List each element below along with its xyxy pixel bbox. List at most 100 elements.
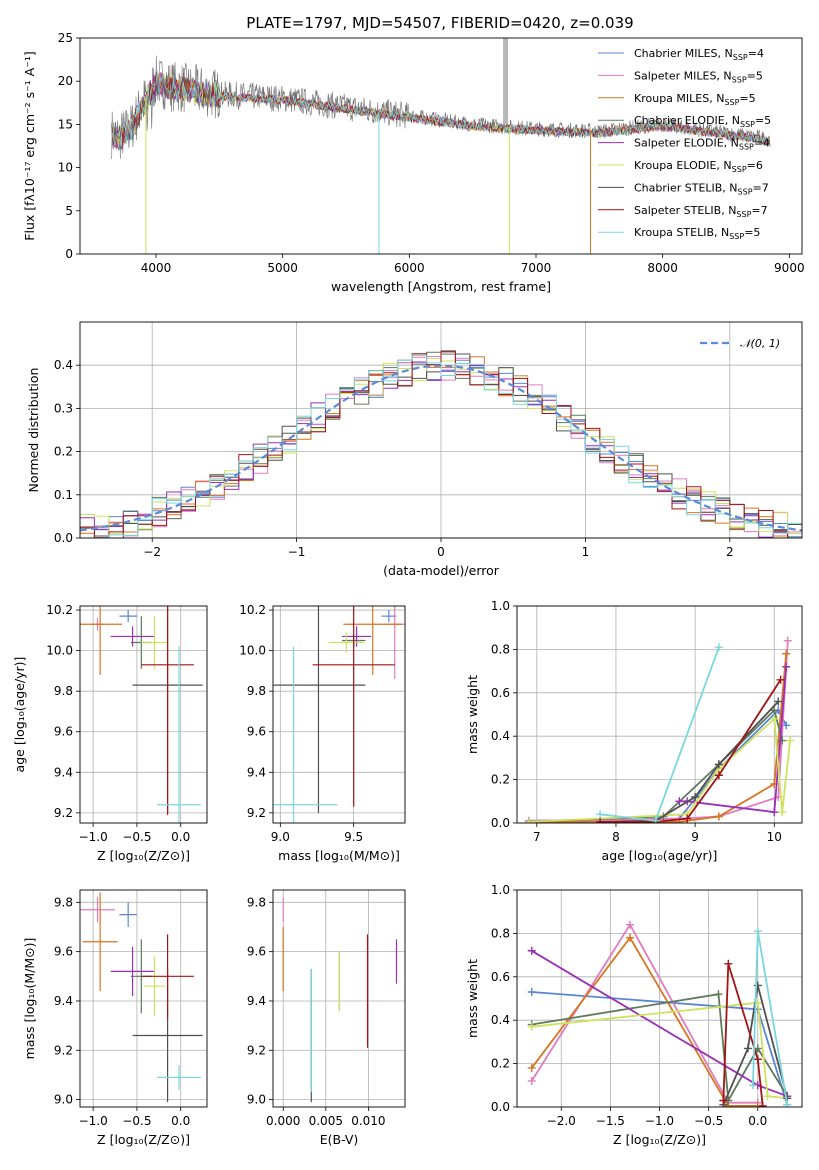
x-axis-label: age [log₁₀(age/yr)] xyxy=(602,848,718,863)
legend-label-chabrier_miles: Chabrier MILES, NSSP=4 xyxy=(634,47,764,62)
legend-label-chabrier_stelib: Chabrier STELIB, NSSP=7 xyxy=(634,181,769,196)
series-line-kroupa_elodie xyxy=(531,1001,788,1100)
panel-spectrum: 4000 5000 6000 7000 8000 9000 0 5 10 15 20 25 wavele… xyxy=(22,31,805,294)
series-line-kroupa_miles xyxy=(528,653,788,823)
x-tick-label: 0.000 xyxy=(266,1114,300,1128)
series-marker-kroupa_stelib xyxy=(753,927,762,936)
y-tick-label: 0.2 xyxy=(491,1057,510,1071)
series-marker-salpeter_stelib xyxy=(596,817,605,823)
series-marker-salpeter_elodie xyxy=(675,797,684,806)
x-tick-label: 8 xyxy=(612,830,620,844)
x-tick-label: −0.5 xyxy=(694,1114,723,1128)
plot-area-residuals xyxy=(80,350,802,538)
legend-label-kroupa_stelib: Kroupa STELIB, NSSP=5 xyxy=(634,226,760,241)
y-tick-label: 1.0 xyxy=(491,883,510,897)
y-axis-label: age [log₁₀(age/yr)] xyxy=(12,657,27,773)
x-tick-label: −1.5 xyxy=(596,1114,625,1128)
model-spectrum-salpeter_stelib xyxy=(111,71,770,150)
panel-age_vs_mass: 9.0 9.5 9.2 9.4 9.6 9.8 10.0 10.2 mass [log₁₀(M/… xyxy=(239,603,406,863)
normal-fit-legend-label: 𝒩(0, 1) xyxy=(740,337,780,350)
x-tick-label: 8000 xyxy=(647,261,678,275)
axes-frame xyxy=(272,605,406,824)
x-axis-label: Z [log₁₀(Z/Z⊙)] xyxy=(97,848,190,863)
x-tick-label: −2.0 xyxy=(547,1114,576,1128)
series-marker-salpeter_stelib xyxy=(724,959,733,968)
series-marker-salpeter_stelib xyxy=(753,1055,762,1064)
x-tick-label: 7000 xyxy=(521,261,552,275)
panel-weight_vs_z: −2.0 −1.5 −1.0 −0.5 0.0 0.0 0.2 0.4 0.6 0.8 1.0 Z [… xyxy=(465,883,803,1147)
legend-label-salpeter_elodie: Salpeter ELODIE, NSSP=4 xyxy=(634,137,770,152)
series-marker-salpeter_stelib xyxy=(683,814,692,823)
panel-mass_vs_z: −1.0 −0.5 0.0 9.0 9.2 9.4 9.6 9.8 Z [log₁₀(Z/Z⊙)… xyxy=(22,889,208,1147)
series-marker-chabrier_elodie xyxy=(770,706,779,715)
series-marker-salpeter_miles xyxy=(783,636,792,645)
y-tick-label: 0.8 xyxy=(491,642,510,656)
y-tick-label: 9.2 xyxy=(247,806,266,820)
y-tick-label: 9.8 xyxy=(54,684,73,698)
x-tick-label: −1 xyxy=(288,545,306,559)
y-tick-label: 0.1 xyxy=(54,488,73,502)
y-tick-label: 0.4 xyxy=(54,358,73,372)
legend-label-salpeter_miles: Salpeter MILES, NSSP=5 xyxy=(634,69,763,84)
x-tick-label: 9 xyxy=(691,830,699,844)
x-tick-label: 10 xyxy=(767,830,782,844)
series-marker-chabrier_stelib xyxy=(691,792,700,801)
series-marker-salpeter_elodie xyxy=(527,946,536,955)
series-marker-chabrier_stelib xyxy=(753,981,762,990)
legend-label-kroupa_miles: Kroupa MILES, NSSP=5 xyxy=(634,92,756,107)
y-axis-label: Normed distribution xyxy=(26,368,41,493)
y-tick-label: 9.0 xyxy=(54,1093,73,1107)
axes-frame xyxy=(79,37,803,255)
y-tick-label: 9.6 xyxy=(247,945,266,959)
y-tick-label: 9.2 xyxy=(54,1043,73,1057)
legend-label-salpeter_stelib: Salpeter STELIB, NSSP=7 xyxy=(634,204,768,219)
y-tick-label: 0.0 xyxy=(491,1100,510,1114)
series-marker-kroupa_miles xyxy=(714,812,723,821)
series-marker-kroupa_elodie xyxy=(763,1092,772,1101)
y-axis-label: mass weight xyxy=(465,959,480,1038)
series-marker-salpeter_miles xyxy=(527,1076,536,1085)
y-tick-label: 0.2 xyxy=(54,445,73,459)
panel-mass_vs_ebv: 0.000 0.005 0.010 9.0 9.2 9.4 9.6 9.8 E(B-V) xyxy=(247,889,406,1147)
y-axis-label: mass [log₁₀(M/M⊙)] xyxy=(22,938,37,1060)
plot-area-age_vs_mass xyxy=(273,606,405,823)
axes-frame xyxy=(516,605,803,824)
y-tick-label: 9.6 xyxy=(54,945,73,959)
x-tick-label: −0.5 xyxy=(122,1114,151,1128)
series-marker-kroupa_miles xyxy=(626,933,635,942)
series-marker-salpeter_stelib xyxy=(758,1101,767,1107)
plot-area-weight_vs_z xyxy=(527,920,792,1107)
plot-area-age_vs_z xyxy=(80,606,203,823)
x-tick-label: −1.0 xyxy=(79,830,108,844)
series-marker-chabrier_miles xyxy=(527,987,536,996)
x-axis-label: (data-model)/error xyxy=(383,563,500,578)
legend-label-chabrier_elodie: Chabrier ELODIE, NSSP=5 xyxy=(634,114,771,129)
panel-age_vs_z: −1.0 −0.5 0.0 9.2 9.4 9.6 9.8 10.0 10.2 Z [log₁₀(… xyxy=(12,603,208,863)
y-tick-label: 25 xyxy=(58,31,73,45)
series-marker-chabrier_elodie xyxy=(714,990,723,999)
series-marker-kroupa_stelib xyxy=(651,816,660,823)
series-marker-kroupa_elodie xyxy=(778,808,787,817)
series-marker-chabrier_stelib xyxy=(774,697,783,706)
x-tick-label: −0.5 xyxy=(122,830,151,844)
series-marker-salpeter_stelib xyxy=(714,771,723,780)
y-tick-label: 10 xyxy=(58,161,73,175)
y-tick-label: 0.6 xyxy=(491,686,510,700)
legend-label-kroupa_elodie: Kroupa ELODIE, NSSP=6 xyxy=(634,159,763,174)
series-marker-kroupa_stelib xyxy=(748,1081,757,1090)
x-tick-label: 0 xyxy=(437,545,445,559)
y-tick-label: 9.4 xyxy=(54,994,73,1008)
y-tick-label: 9.2 xyxy=(247,1043,266,1057)
x-tick-label: 0.010 xyxy=(351,1114,385,1128)
series-marker-salpeter_miles xyxy=(626,920,635,929)
y-axis-label: mass weight xyxy=(465,675,480,754)
y-tick-label: 9.6 xyxy=(247,725,266,739)
emission-line-band xyxy=(503,38,509,125)
y-tick-label: 9.2 xyxy=(54,806,73,820)
axes-frame xyxy=(79,605,208,824)
series-marker-kroupa_elodie xyxy=(524,817,533,823)
y-tick-label: 9.4 xyxy=(247,994,266,1008)
x-tick-label: 2 xyxy=(726,545,734,559)
y-tick-label: 0.3 xyxy=(54,401,73,415)
y-tick-label: 9.0 xyxy=(247,1093,266,1107)
